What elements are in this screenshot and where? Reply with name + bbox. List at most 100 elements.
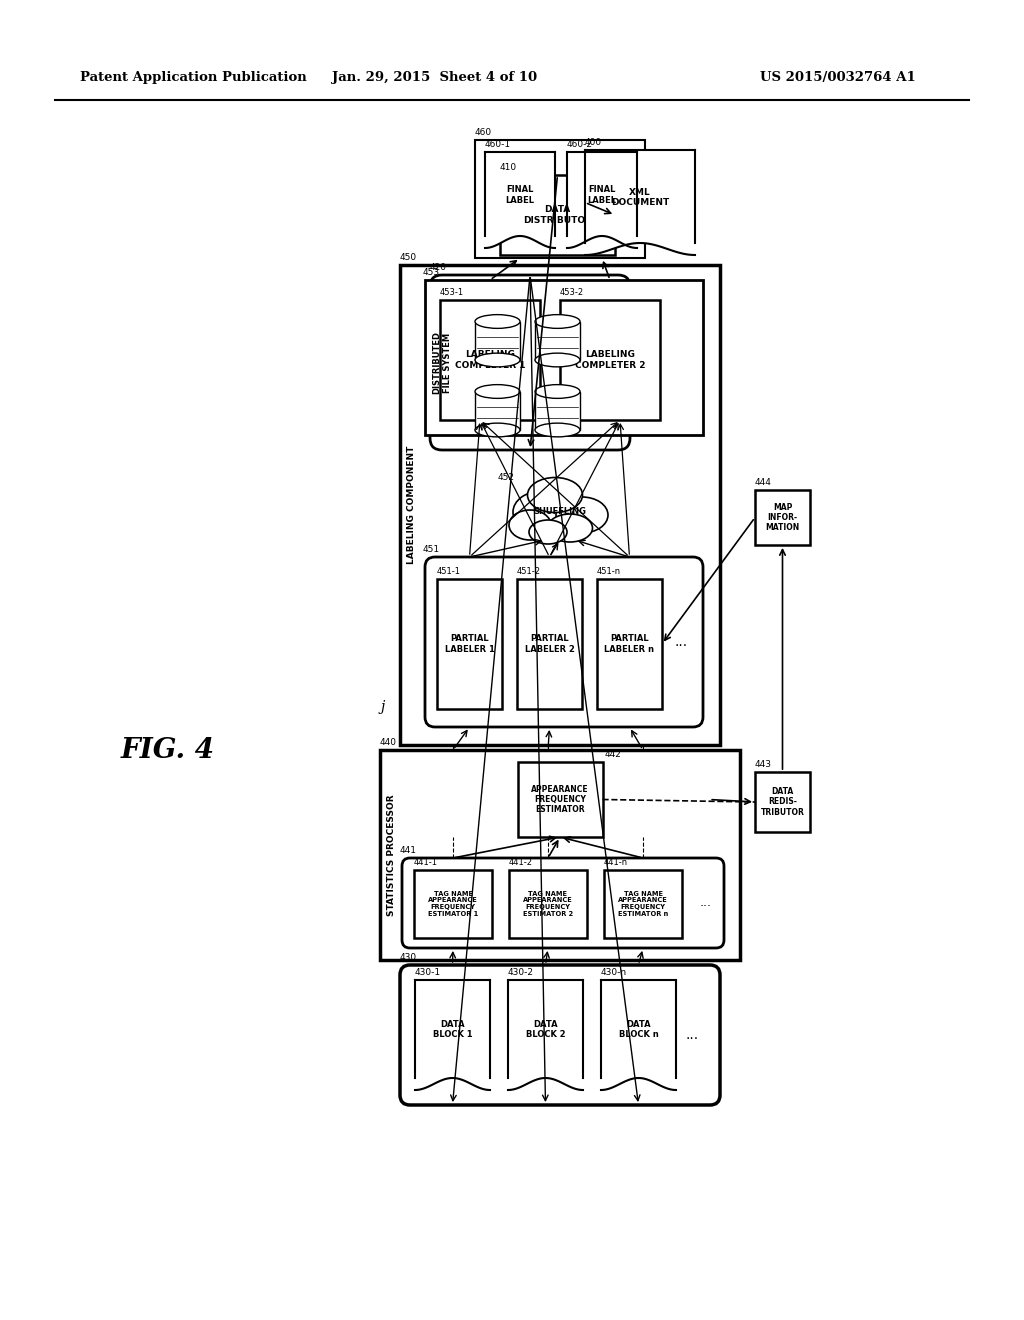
Text: 443: 443 xyxy=(755,760,772,770)
Bar xyxy=(560,300,660,420)
Text: US 2015/0032764 A1: US 2015/0032764 A1 xyxy=(760,71,915,84)
Text: 453-1: 453-1 xyxy=(440,288,464,297)
Text: 430-2: 430-2 xyxy=(508,968,534,977)
Text: FINAL
LABEL: FINAL LABEL xyxy=(506,186,535,205)
Text: 453: 453 xyxy=(423,268,440,277)
Bar xyxy=(755,490,810,545)
Text: 441-n: 441-n xyxy=(604,858,628,867)
Text: PARTIAL
LABELER n: PARTIAL LABELER n xyxy=(604,635,654,653)
Polygon shape xyxy=(585,150,695,255)
Ellipse shape xyxy=(556,498,608,533)
Text: 451-2: 451-2 xyxy=(517,568,541,576)
Text: ...: ... xyxy=(675,635,687,649)
Bar xyxy=(535,392,580,430)
Ellipse shape xyxy=(513,491,571,533)
Text: FINAL
LABEL: FINAL LABEL xyxy=(588,186,616,205)
Text: Patent Application Publication: Patent Application Publication xyxy=(80,71,307,84)
Ellipse shape xyxy=(548,513,593,543)
Text: DISTRIBUTED
FILE SYSTEM: DISTRIBUTED FILE SYSTEM xyxy=(432,331,452,393)
Text: j: j xyxy=(381,700,385,714)
Bar xyxy=(437,579,502,709)
Text: STATISTICS PROCESSOR: STATISTICS PROCESSOR xyxy=(386,795,395,916)
Ellipse shape xyxy=(529,520,567,544)
Ellipse shape xyxy=(535,354,580,367)
Text: ...: ... xyxy=(685,1028,698,1041)
Text: 442: 442 xyxy=(604,750,622,759)
Bar xyxy=(440,300,540,420)
Ellipse shape xyxy=(527,478,583,512)
Text: DATA
BLOCK 1: DATA BLOCK 1 xyxy=(433,1020,472,1039)
FancyBboxPatch shape xyxy=(425,557,703,727)
Text: 451: 451 xyxy=(423,545,440,554)
Text: 451-n: 451-n xyxy=(597,568,622,576)
FancyBboxPatch shape xyxy=(402,858,724,948)
Polygon shape xyxy=(415,979,490,1090)
Bar xyxy=(597,579,662,709)
Polygon shape xyxy=(567,152,637,248)
Ellipse shape xyxy=(509,510,551,540)
Text: FIG. 4: FIG. 4 xyxy=(121,737,215,763)
Text: 444: 444 xyxy=(755,478,772,487)
Ellipse shape xyxy=(475,384,520,399)
Text: PARTIAL
LABELER 1: PARTIAL LABELER 1 xyxy=(444,635,495,653)
Ellipse shape xyxy=(535,384,580,399)
Text: MAP
INFOR-
MATION: MAP INFOR- MATION xyxy=(765,503,800,532)
Text: PARTIAL
LABELER 2: PARTIAL LABELER 2 xyxy=(524,635,574,653)
Text: 441: 441 xyxy=(400,846,417,855)
Text: DATA
REDIS-
TRIBUTOR: DATA REDIS- TRIBUTOR xyxy=(761,787,805,817)
Text: 430-1: 430-1 xyxy=(415,968,441,977)
Text: 460-2: 460-2 xyxy=(567,140,593,149)
Bar xyxy=(517,579,582,709)
Text: 460: 460 xyxy=(475,128,493,137)
Text: DATA
BLOCK 2: DATA BLOCK 2 xyxy=(525,1020,565,1039)
Bar xyxy=(475,140,645,257)
Bar xyxy=(425,280,703,436)
Text: 430: 430 xyxy=(400,953,417,962)
Text: ...: ... xyxy=(700,896,712,909)
Text: 400: 400 xyxy=(585,139,602,147)
Bar xyxy=(500,176,615,255)
Polygon shape xyxy=(508,979,583,1090)
Text: TAG NAME
APPEARANCE
FREQUENCY
ESTIMATOR n: TAG NAME APPEARANCE FREQUENCY ESTIMATOR … xyxy=(617,891,668,917)
FancyBboxPatch shape xyxy=(400,965,720,1105)
Ellipse shape xyxy=(535,424,580,437)
Bar xyxy=(475,322,520,360)
Text: APPEARANCE
FREQUENCY
ESTIMATOR: APPEARANCE FREQUENCY ESTIMATOR xyxy=(531,784,589,814)
Text: DATA
DISTRIBUTOR: DATA DISTRIBUTOR xyxy=(523,206,592,224)
Polygon shape xyxy=(601,979,676,1090)
Polygon shape xyxy=(485,152,555,248)
FancyBboxPatch shape xyxy=(430,275,630,450)
Text: 430-n: 430-n xyxy=(601,968,627,977)
Bar xyxy=(475,392,520,430)
Bar xyxy=(400,265,720,744)
Text: 441-1: 441-1 xyxy=(414,858,438,867)
Ellipse shape xyxy=(475,314,520,329)
Text: TAG NAME
APPEARANCE
FREQUENCY
ESTIMATOR 1: TAG NAME APPEARANCE FREQUENCY ESTIMATOR … xyxy=(428,891,478,917)
Text: LABELING COMPONENT: LABELING COMPONENT xyxy=(407,446,416,564)
Text: 451-1: 451-1 xyxy=(437,568,461,576)
Text: TAG NAME
APPEARANCE
FREQUENCY
ESTIMATOR 2: TAG NAME APPEARANCE FREQUENCY ESTIMATOR … xyxy=(523,891,573,917)
Bar xyxy=(380,750,740,960)
Text: Jan. 29, 2015  Sheet 4 of 10: Jan. 29, 2015 Sheet 4 of 10 xyxy=(333,71,538,84)
Text: 410: 410 xyxy=(500,162,517,172)
Bar xyxy=(509,870,587,939)
Text: SHUFFLING: SHUFFLING xyxy=(534,507,587,516)
Text: DATA
BLOCK n: DATA BLOCK n xyxy=(618,1020,658,1039)
Text: 460-1: 460-1 xyxy=(485,140,511,149)
Text: 452: 452 xyxy=(498,473,515,482)
Text: 441-2: 441-2 xyxy=(509,858,534,867)
Text: 420: 420 xyxy=(430,263,447,272)
Ellipse shape xyxy=(475,354,520,367)
Bar xyxy=(755,772,810,832)
Text: LABELING
COMPLETER 1: LABELING COMPLETER 1 xyxy=(455,350,525,370)
Bar xyxy=(414,870,492,939)
Text: 453-2: 453-2 xyxy=(560,288,584,297)
Ellipse shape xyxy=(475,424,520,437)
Text: 440: 440 xyxy=(380,738,397,747)
Text: 450: 450 xyxy=(400,253,417,261)
Bar xyxy=(604,870,682,939)
Bar xyxy=(517,762,602,837)
Ellipse shape xyxy=(535,314,580,329)
Text: XML
DOCUMENT: XML DOCUMENT xyxy=(611,187,669,207)
Text: LABELING
COMPLETER 2: LABELING COMPLETER 2 xyxy=(574,350,645,370)
